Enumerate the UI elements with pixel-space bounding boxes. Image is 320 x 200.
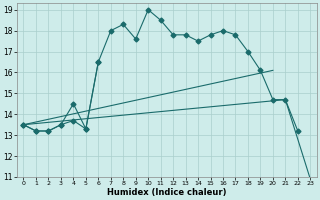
X-axis label: Humidex (Indice chaleur): Humidex (Indice chaleur) <box>107 188 227 197</box>
